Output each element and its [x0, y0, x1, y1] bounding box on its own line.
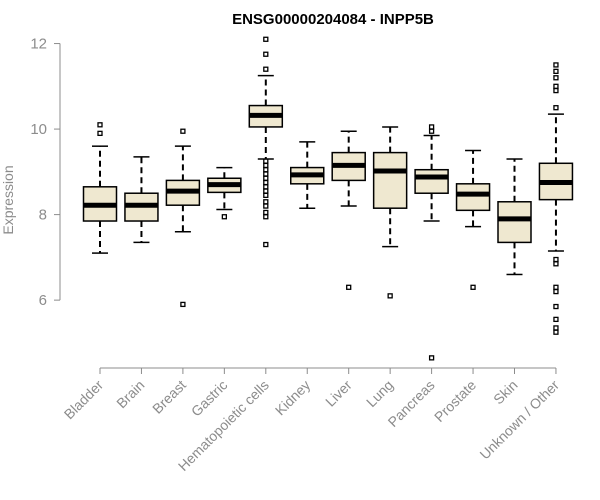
- x-tick-label: Brain: [113, 377, 147, 411]
- x-tick-label: Kidney: [272, 377, 314, 419]
- outlier-point: [553, 261, 559, 267]
- outlier-point: [553, 329, 559, 335]
- outlier-point: [553, 256, 559, 263]
- outlier-point: [263, 209, 269, 216]
- x-tick-label: Breast: [149, 377, 189, 417]
- outlier-point: [470, 284, 476, 290]
- outlier-point: [263, 36, 269, 42]
- iqr-box: [455, 183, 491, 212]
- box-pancreas: [414, 124, 449, 361]
- outlier-point: [263, 66, 269, 72]
- boxes: [82, 36, 574, 361]
- y-axis: 6 8 10 12: [30, 36, 61, 309]
- outlier-point: [553, 68, 559, 74]
- x-tick-label: Bladder: [61, 377, 107, 423]
- outlier-point: [553, 75, 559, 81]
- outlier-point: [263, 158, 269, 164]
- x-tick-label: Liver: [322, 377, 355, 410]
- box-breast: [165, 128, 201, 308]
- outlier-point: [263, 214, 269, 220]
- outlier-point: [263, 188, 269, 194]
- box-kidney: [290, 141, 325, 209]
- outlier-point: [263, 179, 269, 186]
- box-prostate: [455, 149, 491, 290]
- outlier-point: [387, 293, 393, 299]
- outlier-point: [553, 87, 559, 94]
- outlier-point: [263, 175, 269, 181]
- x-tick-label: Lung: [363, 377, 396, 410]
- box-bladder: [82, 122, 118, 254]
- outlier-point: [553, 83, 559, 89]
- outlier-point: [553, 105, 559, 111]
- outlier-point: [263, 51, 269, 57]
- y-tick-label: 10: [30, 121, 47, 138]
- chart-title: ENSG00000204084 - INPP5B: [232, 11, 434, 28]
- outlier-point: [263, 203, 269, 209]
- x-tick-label: Skin: [490, 377, 521, 408]
- outlier-point: [180, 301, 186, 308]
- outlier-point: [180, 128, 186, 134]
- outlier-point: [263, 184, 269, 190]
- outlier-point: [97, 122, 103, 128]
- outlier-point: [263, 199, 269, 205]
- outlier-point: [553, 303, 559, 310]
- outlier-point: [346, 284, 352, 290]
- outlier-point: [221, 214, 228, 220]
- x-tick-label: Prostate: [431, 377, 479, 425]
- y-tick-label: 12: [30, 36, 47, 53]
- iqr-box: [497, 201, 532, 244]
- outlier-point: [263, 241, 269, 248]
- outlier-point: [263, 171, 269, 177]
- outlier-point: [263, 167, 269, 173]
- box-skin: [497, 158, 532, 276]
- box-unknown-other: [538, 62, 574, 335]
- y-tick-label: 6: [39, 292, 47, 309]
- outlier-point: [428, 355, 435, 361]
- x-tick-label: Unknown / Other: [476, 377, 562, 463]
- outlier-point: [553, 288, 559, 295]
- iqr-box: [372, 151, 408, 209]
- iqr-box: [414, 168, 449, 194]
- box-liver: [331, 130, 366, 290]
- outlier-point: [428, 128, 435, 134]
- y-tick-label: 8: [39, 207, 47, 224]
- box-lung: [372, 126, 408, 299]
- box-brain: [124, 156, 159, 244]
- box-hematopoietic-cells: [248, 36, 284, 248]
- outlier-point: [553, 284, 559, 290]
- outlier-point: [263, 162, 269, 169]
- outlier-point: [553, 325, 559, 331]
- y-axis-label: Expression: [0, 165, 16, 234]
- outlier-point: [553, 316, 559, 323]
- outlier-point: [263, 192, 269, 199]
- outlier-point: [553, 62, 559, 68]
- outlier-point: [97, 130, 103, 137]
- box-gastric: [207, 166, 242, 220]
- outlier-point: [428, 124, 435, 130]
